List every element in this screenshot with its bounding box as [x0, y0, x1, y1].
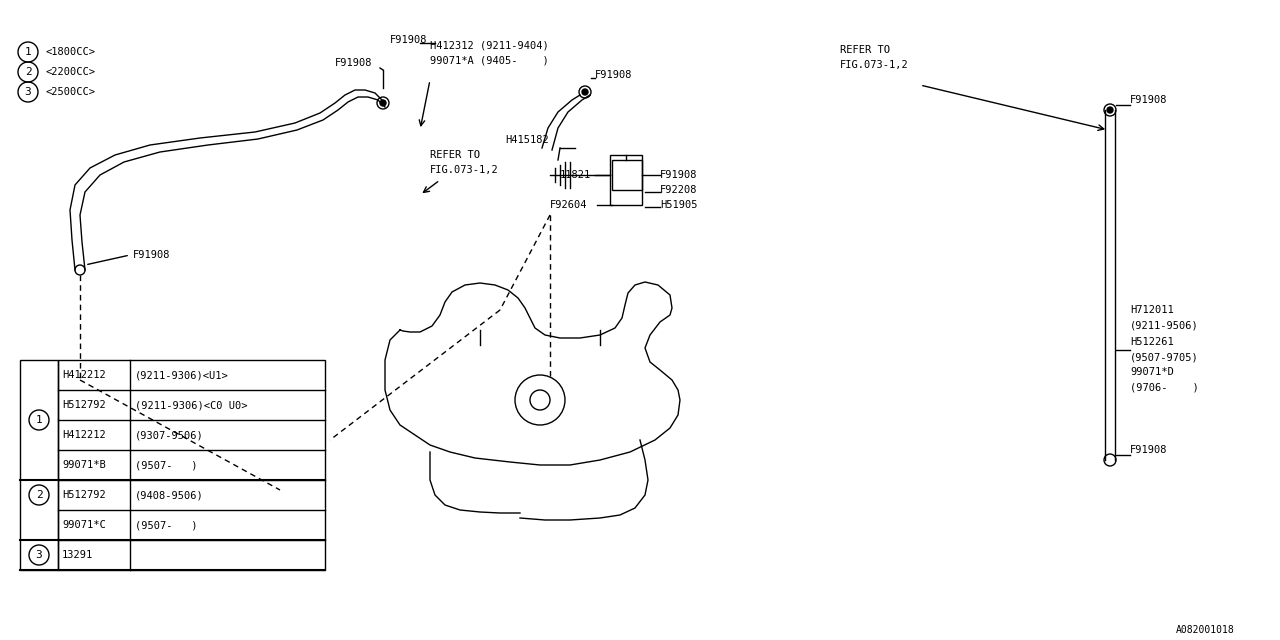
Circle shape	[1107, 107, 1114, 113]
Bar	[611, 155, 643, 205]
Text: (9507-9705): (9507-9705)	[1130, 352, 1199, 362]
Text: H415182: H415182	[506, 135, 549, 145]
Text: F91908: F91908	[1130, 95, 1167, 105]
Text: F92604: F92604	[550, 200, 588, 210]
Circle shape	[582, 89, 588, 95]
Text: <2200CC>: <2200CC>	[45, 67, 95, 77]
Text: F91908: F91908	[660, 170, 698, 180]
Text: 3: 3	[36, 550, 42, 560]
Text: H412212: H412212	[61, 370, 106, 380]
Text: 3: 3	[24, 87, 32, 97]
Text: 99071*A (9405-    ): 99071*A (9405- )	[430, 55, 549, 65]
Text: F91908: F91908	[390, 35, 428, 45]
Text: (9211-9506): (9211-9506)	[1130, 320, 1199, 330]
Circle shape	[380, 100, 387, 106]
Text: (9211-9306)<C0 U0>: (9211-9306)<C0 U0>	[134, 400, 247, 410]
Bar	[58, 360, 325, 570]
Text: 99071*C: 99071*C	[61, 520, 106, 530]
Text: F91908: F91908	[1130, 445, 1167, 455]
Text: H412312 (9211-9404): H412312 (9211-9404)	[430, 40, 549, 50]
Text: FIG.073-1,2: FIG.073-1,2	[840, 60, 909, 70]
Text: 99071*B: 99071*B	[61, 460, 106, 470]
Text: F91908: F91908	[595, 70, 632, 80]
Text: H512792: H512792	[61, 400, 106, 410]
Text: (9706-    ): (9706- )	[1130, 382, 1199, 392]
Text: REFER TO: REFER TO	[430, 150, 480, 160]
Text: REFER TO: REFER TO	[840, 45, 890, 55]
Text: <1800CC>: <1800CC>	[45, 47, 95, 57]
Text: F92208: F92208	[660, 185, 698, 195]
Text: H712011: H712011	[1130, 305, 1174, 315]
Text: F91908: F91908	[335, 58, 372, 68]
Text: 11821: 11821	[561, 170, 591, 180]
Text: (9307-9506): (9307-9506)	[134, 430, 204, 440]
Text: H51905: H51905	[660, 200, 698, 210]
Text: 1: 1	[24, 47, 32, 57]
Text: H512261: H512261	[1130, 337, 1174, 347]
Text: <2500CC>: <2500CC>	[45, 87, 95, 97]
Text: A082001018: A082001018	[1176, 625, 1235, 635]
Text: 99071*D: 99071*D	[1130, 367, 1174, 377]
Text: H412212: H412212	[61, 430, 106, 440]
Text: H512792: H512792	[61, 490, 106, 500]
Text: 1: 1	[36, 415, 42, 425]
Text: F91908: F91908	[133, 250, 170, 260]
Text: 13291: 13291	[61, 550, 93, 560]
Text: (9408-9506): (9408-9506)	[134, 490, 204, 500]
Text: (9507-   ): (9507- )	[134, 520, 197, 530]
Text: 2: 2	[24, 67, 32, 77]
Text: (9211-9306)<U1>: (9211-9306)<U1>	[134, 370, 229, 380]
Bar	[20, 360, 58, 570]
Text: 2: 2	[36, 490, 42, 500]
Text: (9507-   ): (9507- )	[134, 460, 197, 470]
Text: FIG.073-1,2: FIG.073-1,2	[430, 165, 499, 175]
